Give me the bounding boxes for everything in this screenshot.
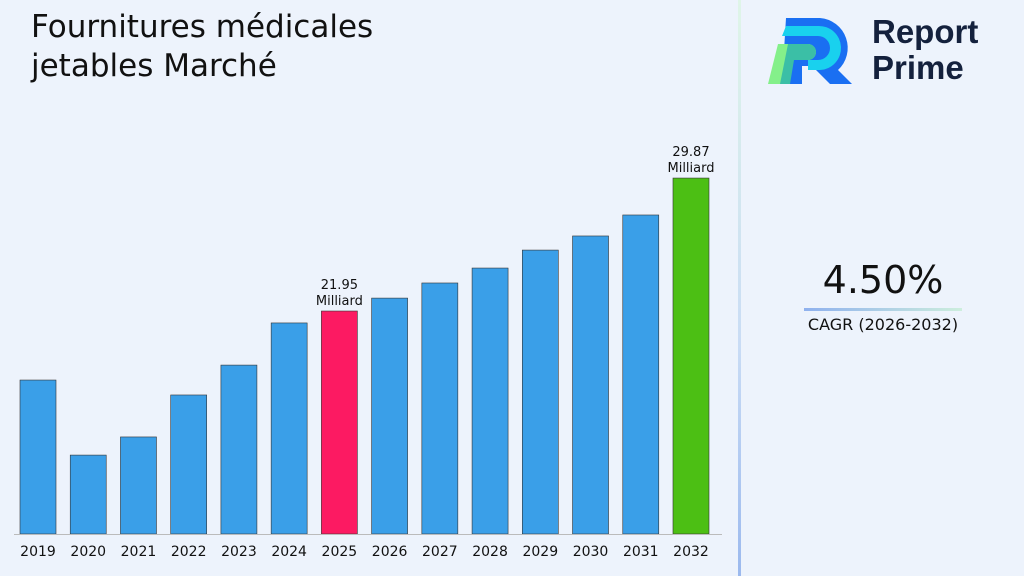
brand-line1: Report bbox=[872, 13, 979, 50]
data-label-unit: Milliard bbox=[667, 161, 714, 176]
bar-2030 bbox=[572, 235, 609, 535]
x-tick-label: 2019 bbox=[20, 544, 56, 560]
x-tick-label: 2023 bbox=[221, 544, 257, 560]
bar-2019 bbox=[19, 379, 57, 535]
bar-2032 bbox=[672, 177, 710, 535]
bar-2021 bbox=[120, 436, 157, 535]
x-tick-label: 2028 bbox=[472, 544, 508, 560]
bar-2022 bbox=[170, 394, 207, 535]
brand-line2: Prime bbox=[872, 49, 964, 86]
data-label-value: 29.87 bbox=[672, 145, 709, 160]
x-tick-label: 2027 bbox=[422, 544, 458, 560]
bar-2031 bbox=[622, 214, 660, 535]
cagr-underline bbox=[804, 308, 962, 311]
bar-2028 bbox=[471, 267, 509, 535]
bar-2024 bbox=[270, 322, 308, 535]
bar-2023 bbox=[220, 364, 258, 535]
x-tick-label: 2022 bbox=[171, 544, 207, 560]
brand-name: Report Prime bbox=[872, 14, 978, 86]
x-tick-label: 2025 bbox=[322, 544, 358, 560]
x-tick-label: 2032 bbox=[673, 544, 709, 560]
x-tick-label: 2021 bbox=[121, 544, 157, 560]
bar-2027 bbox=[421, 282, 459, 535]
x-tick-label: 2026 bbox=[372, 544, 408, 560]
divider bbox=[738, 0, 741, 576]
data-label-value: 21.95 bbox=[321, 278, 358, 293]
data-label-unit: Milliard bbox=[316, 294, 363, 309]
bar-2026 bbox=[371, 297, 408, 535]
report-prime-logo-icon bbox=[768, 18, 852, 84]
x-tick-label: 2030 bbox=[573, 544, 609, 560]
chart-title: Fournitures médicales jetables Marché bbox=[31, 9, 374, 84]
x-tick-label: 2024 bbox=[271, 544, 307, 560]
cagr-value: 4.50% bbox=[822, 258, 944, 302]
cagr-label: CAGR (2026-2032) bbox=[807, 315, 959, 334]
bar-2025 bbox=[321, 310, 358, 535]
x-tick-label: 2031 bbox=[623, 544, 659, 560]
bar-2020 bbox=[69, 454, 107, 535]
bar-2029 bbox=[521, 249, 559, 535]
cagr-panel: 4.50% CAGR (2026-2032) bbox=[790, 258, 976, 334]
bar-chart: 2019 2020 2021 2022 2023 2024 2025 2026 2027 2028… bbox=[14, 145, 722, 560]
x-tick-label: 2029 bbox=[522, 544, 558, 560]
x-tick-label: 2020 bbox=[70, 544, 106, 560]
